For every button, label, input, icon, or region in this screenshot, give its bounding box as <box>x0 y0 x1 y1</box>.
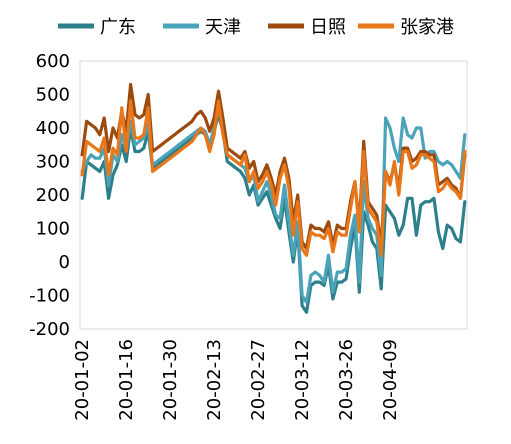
x-axis: 20-01-02 20-01-16 20-01-30 20-02-13 20-02-27… <box>72 339 401 421</box>
series-line <box>80 106 467 304</box>
y-tick-label: -200 <box>29 319 70 340</box>
y-tick-label: -100 <box>29 286 70 307</box>
series-line <box>80 112 467 314</box>
legend-item: 日照 <box>268 17 346 38</box>
legend-item: 天津 <box>163 17 241 38</box>
y-tick-label: 100 <box>36 219 70 240</box>
x-tick-label: 20-03-26 <box>336 339 357 421</box>
series-line <box>80 82 467 251</box>
x-tick-label: 20-02-13 <box>204 339 225 421</box>
series-line <box>80 99 467 257</box>
legend-label: 张家港 <box>400 17 454 38</box>
y-tick-label: 300 <box>36 152 70 173</box>
x-tick-label: 20-03-12 <box>292 339 313 421</box>
legend-label: 天津 <box>205 17 241 38</box>
legend-item: 广东 <box>58 17 136 38</box>
y-axis: -200 -100 0 100 200 300 400 500 600 <box>29 51 70 340</box>
x-tick-label: 20-01-16 <box>116 339 137 421</box>
x-tick-label: 20-01-02 <box>72 339 93 421</box>
y-tick-label: 600 <box>36 51 70 72</box>
legend-label: 日照 <box>310 17 346 38</box>
x-tick-label: 20-04-09 <box>380 339 401 421</box>
legend-item: 张家港 <box>358 17 454 38</box>
y-tick-label: 400 <box>36 118 70 139</box>
y-tick-label: 0 <box>59 252 70 273</box>
y-tick-label: 500 <box>36 85 70 106</box>
plot-frame <box>79 60 468 330</box>
series-layer <box>80 82 467 314</box>
x-tick-label: 20-02-27 <box>248 339 269 421</box>
chart-legend: 广东 天津 日照 张家港 <box>58 17 454 38</box>
x-tick-label: 20-01-30 <box>160 339 181 421</box>
y-tick-label: 200 <box>36 185 70 206</box>
legend-label: 广东 <box>100 17 136 38</box>
